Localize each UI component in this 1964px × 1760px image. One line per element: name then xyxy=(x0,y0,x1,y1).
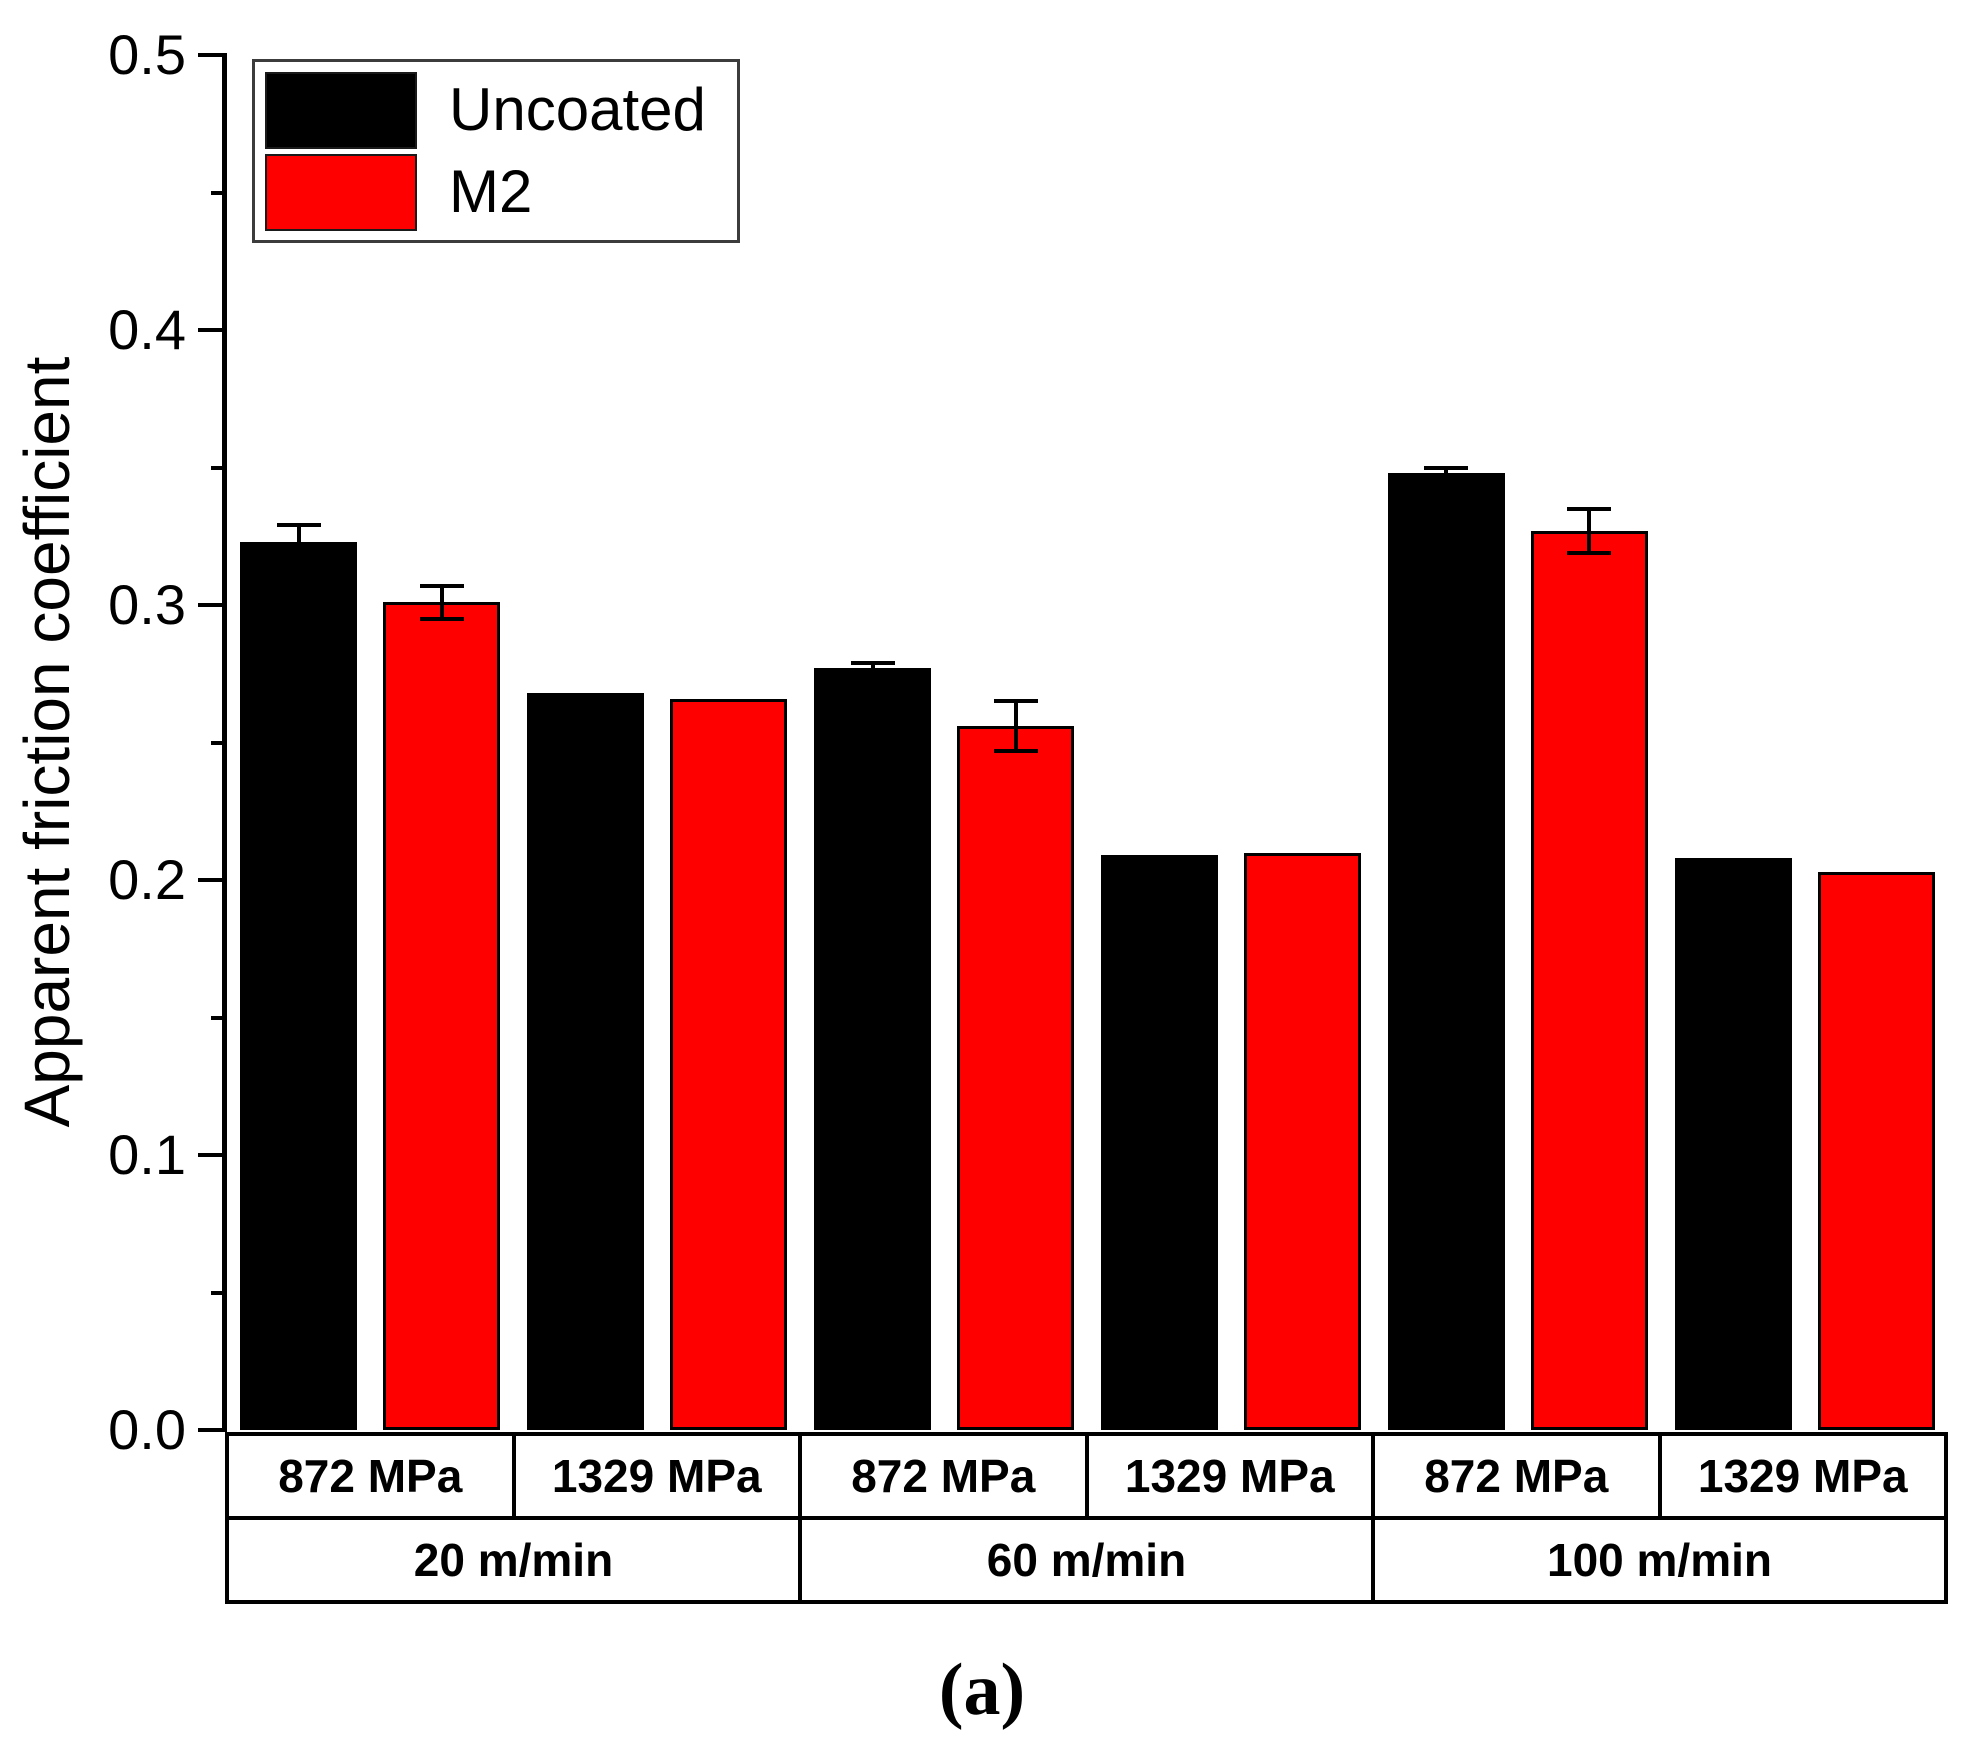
bar-uncoated-1 xyxy=(527,693,645,1430)
legend-item-uncoated: Uncoated xyxy=(265,70,737,150)
pressure-cell-5: 1329 MPa xyxy=(1697,1450,1908,1502)
error-bar xyxy=(870,662,875,674)
pressure-cell-0: 872 MPa xyxy=(229,1436,516,1516)
error-bar-cap xyxy=(1424,476,1469,481)
bar-uncoated-5 xyxy=(1674,858,1792,1430)
y-tick-label: 0.0 xyxy=(108,1398,186,1461)
pressure-cell-3: 1329 MPa xyxy=(1089,1436,1375,1516)
error-bar-cap xyxy=(850,660,895,665)
error-bar-cap xyxy=(1567,550,1612,555)
legend-label: M2 xyxy=(449,158,533,225)
legend-label: Uncoated xyxy=(449,76,706,143)
legend-item-m2: M2 xyxy=(265,152,737,232)
legend-swatch-m2 xyxy=(265,153,417,231)
y-major-tick xyxy=(198,1428,227,1432)
y-minor-tick xyxy=(211,1290,227,1295)
y-minor-tick xyxy=(211,740,227,745)
error-bar-cap xyxy=(850,671,895,676)
pressure-label-row: 872 MPa 1329 MPa 872 MPa 1329 MPa 872 MPa 132… xyxy=(229,1436,1944,1520)
speed-label-row: 20 m/min 60 m/min 100 m/min xyxy=(229,1520,1944,1600)
x-axis-category-table: 872 MPa 1329 MPa 872 MPa 1329 MPa 872 MPa 132… xyxy=(225,1432,1948,1604)
y-minor-tick xyxy=(211,1015,227,1020)
error-bar xyxy=(296,525,301,559)
y-major-tick xyxy=(198,878,227,882)
error-bar xyxy=(1013,701,1018,751)
pressure-cell-2: 872 MPa xyxy=(802,1436,1089,1516)
bar-uncoated-2 xyxy=(814,668,932,1430)
error-bar-cap xyxy=(1567,506,1612,511)
error-bar-cap xyxy=(993,699,1038,704)
error-bar-cap xyxy=(993,748,1038,753)
speed-cell-2: 100 m/min xyxy=(1547,1534,1772,1586)
y-major-tick xyxy=(198,53,227,57)
pressure-cell-4: 872 MPa xyxy=(1375,1436,1662,1516)
legend-swatch-uncoated xyxy=(265,71,417,149)
error-bar-cap xyxy=(419,583,464,588)
error-bar xyxy=(1444,467,1449,479)
pressure-cell-1: 1329 MPa xyxy=(516,1436,802,1516)
bar-m2-2 xyxy=(957,726,1075,1430)
y-tick-label: 0.5 xyxy=(108,23,186,86)
y-major-tick xyxy=(198,328,227,332)
bar-uncoated-4 xyxy=(1387,473,1505,1430)
bar-m2-1 xyxy=(670,698,788,1430)
y-axis-title: Apparent friction coefficient xyxy=(11,356,83,1128)
error-bar-cap xyxy=(276,523,321,528)
bar-uncoated-0 xyxy=(240,541,358,1430)
y-minor-tick xyxy=(211,190,227,195)
y-tick-label: 0.3 xyxy=(108,573,186,636)
y-major-tick xyxy=(198,1153,227,1157)
y-tick-label: 0.2 xyxy=(108,848,186,911)
bar-m2-4 xyxy=(1530,530,1648,1430)
error-bar xyxy=(439,585,444,619)
y-major-tick xyxy=(198,603,227,607)
y-tick-label: 0.4 xyxy=(108,298,186,361)
bar-m2-3 xyxy=(1243,852,1361,1430)
figure-caption: (a) xyxy=(938,1649,1026,1731)
error-bar-cap xyxy=(419,616,464,621)
error-bar-cap xyxy=(1424,465,1469,470)
error-bar-cap xyxy=(276,556,321,561)
bar-m2-5 xyxy=(1817,871,1935,1430)
y-tick-label: 0.1 xyxy=(108,1123,186,1186)
legend: Uncoated M2 xyxy=(252,59,740,243)
error-bar xyxy=(1587,508,1592,553)
speed-cell-1: 60 m/min xyxy=(802,1520,1375,1600)
bar-m2-0 xyxy=(383,602,501,1430)
y-minor-tick xyxy=(211,465,227,470)
bar-uncoated-3 xyxy=(1100,855,1218,1430)
speed-cell-0: 20 m/min xyxy=(229,1520,802,1600)
